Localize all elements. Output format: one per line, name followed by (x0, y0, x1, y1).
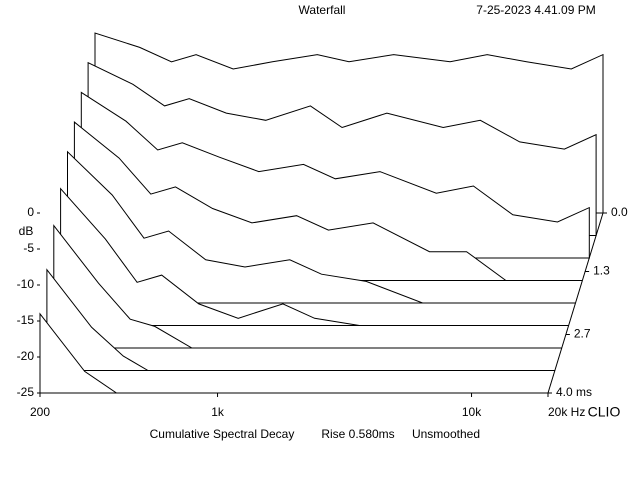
x-tick-label: 200 (30, 405, 50, 419)
brand: CLIO (588, 404, 621, 420)
x-tick-label: 20k Hz (548, 405, 585, 419)
footer-item: Unsmoothed (412, 427, 480, 441)
y-tick-label: 0 (27, 205, 34, 219)
time-tick-label: 2.7 (574, 327, 591, 341)
decay-slice (67, 150, 576, 304)
y-tick-label: -5 (23, 241, 34, 255)
y-tick-label: -15 (17, 313, 35, 327)
timestamp: 7-25-2023 4.41.09 PM (476, 3, 595, 17)
y-tick-label: -10 (17, 277, 35, 291)
y-tick-label: -20 (17, 349, 35, 363)
decay-slice (73, 121, 583, 281)
chart-title: Waterfall (299, 3, 346, 17)
y-tick-label: -25 (17, 385, 35, 399)
footer-item: Rise 0.580ms (321, 427, 394, 441)
decay-slice (39, 312, 548, 394)
time-tick-label: 0.0 (611, 205, 628, 219)
x-tick-label: 10k (462, 405, 482, 419)
y-axis-label: dB (19, 224, 34, 238)
time-tick-label: 1.3 (593, 264, 610, 278)
time-tick-label: 4.0 ms (556, 385, 592, 399)
decay-slice (46, 268, 555, 371)
footer-item: Cumulative Spectral Decay (150, 427, 295, 441)
decay-slice (53, 224, 562, 349)
x-tick-label: 1k (211, 405, 225, 419)
